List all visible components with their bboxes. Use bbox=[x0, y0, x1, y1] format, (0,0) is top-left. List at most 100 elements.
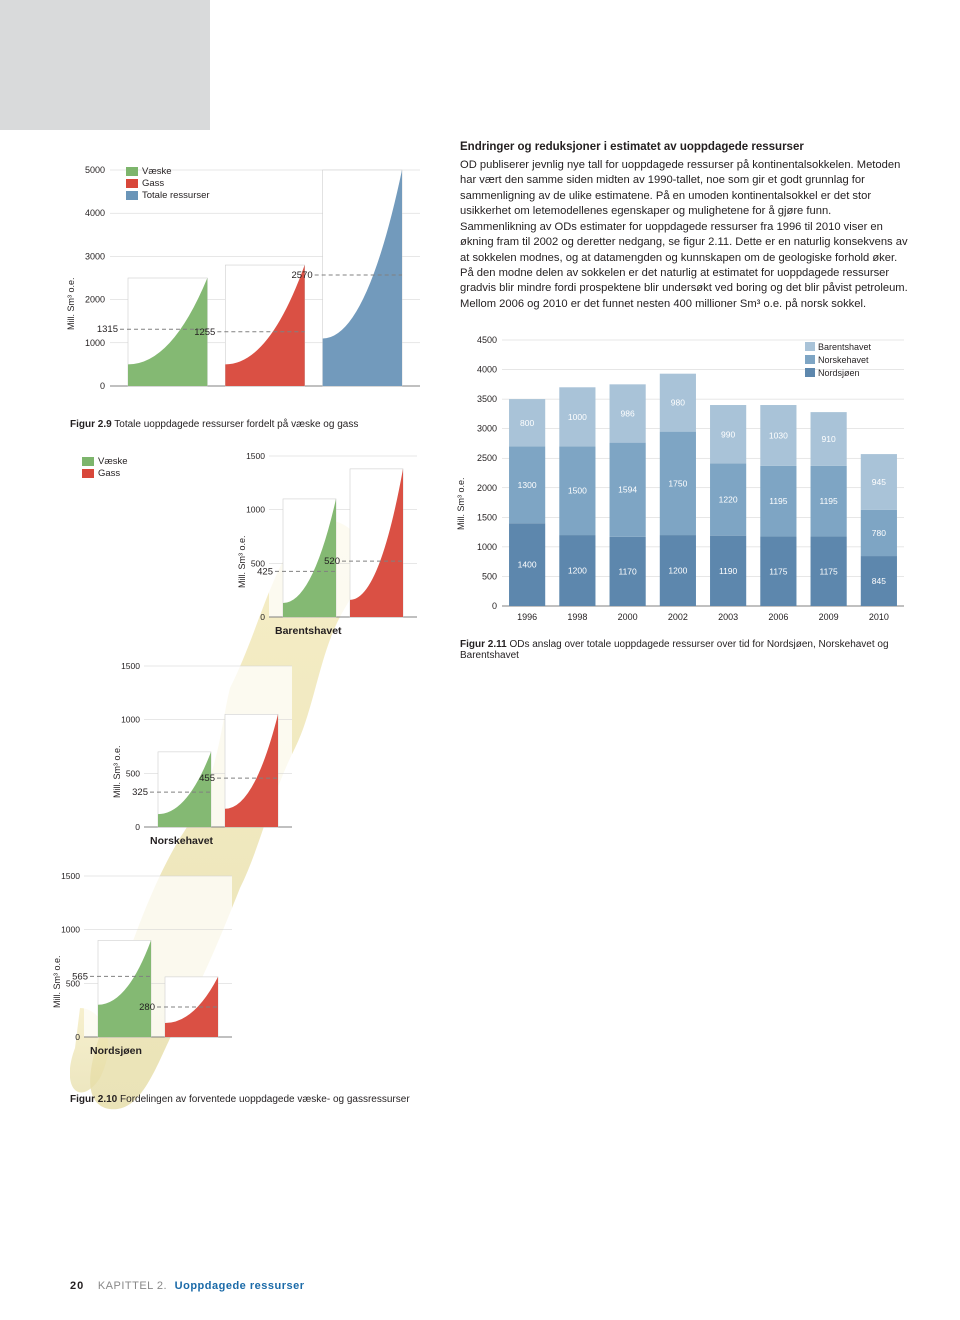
fig211-ylabel: Mill. Sm³ o.e. bbox=[456, 478, 466, 531]
svg-text:2570: 2570 bbox=[292, 270, 313, 281]
svg-text:2000: 2000 bbox=[618, 612, 638, 622]
legend-label: Gass bbox=[142, 178, 164, 189]
svg-text:2010: 2010 bbox=[869, 612, 889, 622]
legend-swatch-gass bbox=[126, 179, 138, 188]
svg-text:845: 845 bbox=[872, 576, 886, 586]
svg-text:800: 800 bbox=[520, 418, 534, 428]
svg-text:3000: 3000 bbox=[85, 251, 105, 261]
svg-text:910: 910 bbox=[822, 434, 836, 444]
svg-text:1030: 1030 bbox=[769, 431, 788, 441]
svg-text:1195: 1195 bbox=[769, 497, 788, 507]
svg-text:Norskehavet: Norskehavet bbox=[818, 355, 869, 365]
page-footer: 20 KAPITTEL 2. Uoppdagede ressurser bbox=[70, 1280, 305, 1292]
svg-text:1000: 1000 bbox=[85, 338, 105, 348]
svg-text:2500: 2500 bbox=[477, 454, 497, 464]
fig211-caption-rest: ODs anslag over totale uoppdagede ressur… bbox=[460, 639, 889, 661]
legend-label: Gass bbox=[98, 468, 120, 479]
svg-text:1175: 1175 bbox=[769, 567, 788, 577]
svg-text:945: 945 bbox=[872, 477, 886, 487]
chapter-title: Uoppdagede ressurser bbox=[175, 1280, 305, 1292]
svg-text:2003: 2003 bbox=[718, 612, 738, 622]
fig210-caption-prefix: Figur 2.10 bbox=[70, 1094, 117, 1105]
svg-text:325: 325 bbox=[132, 787, 148, 798]
svg-text:500: 500 bbox=[482, 572, 497, 582]
ylabel-barents: Mill. Sm³ o.e. bbox=[237, 535, 247, 588]
svg-text:1998: 1998 bbox=[567, 612, 587, 622]
svg-text:565: 565 bbox=[72, 971, 88, 982]
mini-barents: 050010001500425520Barentshavet Mill. Sm³… bbox=[235, 448, 425, 646]
mini-nord: 050010001500565280Nordsjøen Mill. Sm³ o.… bbox=[50, 868, 240, 1066]
svg-text:2000: 2000 bbox=[477, 483, 497, 493]
svg-text:990: 990 bbox=[721, 430, 735, 440]
svg-text:1000: 1000 bbox=[121, 715, 140, 725]
page-root: Væske Gass Totale ressurser 010002000300… bbox=[0, 0, 960, 1320]
svg-text:1400: 1400 bbox=[518, 560, 537, 570]
svg-text:Nordsjøen: Nordsjøen bbox=[818, 368, 860, 378]
legend-label: Totale ressurser bbox=[142, 190, 210, 201]
svg-text:1000: 1000 bbox=[246, 505, 265, 515]
svg-text:4500: 4500 bbox=[477, 335, 497, 345]
svg-text:980: 980 bbox=[671, 398, 685, 408]
fig210-caption-rest: Fordelingen av forventede uoppdagede væs… bbox=[117, 1094, 409, 1105]
fig29-ylabel: Mill. Sm³ o.e. bbox=[66, 277, 76, 330]
svg-text:1500: 1500 bbox=[121, 661, 140, 671]
fig29-caption-prefix: Figur 2.9 bbox=[70, 419, 112, 430]
left-column: Væske Gass Totale ressurser 010002000300… bbox=[70, 160, 430, 1148]
svg-text:1220: 1220 bbox=[719, 495, 738, 505]
svg-text:1255: 1255 bbox=[194, 327, 215, 338]
svg-text:1175: 1175 bbox=[819, 567, 838, 577]
svg-text:1500: 1500 bbox=[61, 871, 80, 881]
legend-label: Væske bbox=[98, 456, 128, 467]
svg-text:3000: 3000 bbox=[477, 424, 497, 434]
svg-text:Barentshavet: Barentshavet bbox=[275, 625, 342, 637]
svg-text:0: 0 bbox=[75, 1032, 80, 1042]
svg-text:1170: 1170 bbox=[618, 567, 637, 577]
svg-text:2002: 2002 bbox=[668, 612, 688, 622]
body-text: Endringer og reduksjoner i estimatet av … bbox=[460, 140, 910, 312]
svg-text:Barentshavet: Barentshavet bbox=[818, 342, 872, 352]
body-paragraph: OD publiserer jevnlig nye tall for uoppd… bbox=[460, 158, 910, 313]
svg-text:500: 500 bbox=[126, 768, 140, 778]
fig29-caption-rest: Totale uoppdagede ressurser fordelt på v… bbox=[112, 419, 359, 430]
mini-barents-svg: 050010001500425520Barentshavet bbox=[235, 448, 425, 643]
fig29-legend: Væske Gass Totale ressurser bbox=[126, 166, 210, 202]
svg-text:1996: 1996 bbox=[517, 612, 537, 622]
svg-text:0: 0 bbox=[260, 612, 265, 622]
svg-text:1190: 1190 bbox=[719, 566, 738, 576]
legend-swatch-gass bbox=[82, 469, 94, 478]
right-column: Endringer og reduksjoner i estimatet av … bbox=[460, 140, 910, 661]
fig211-svg: 0500100015002000250030003500400045001400… bbox=[460, 330, 910, 630]
svg-text:0: 0 bbox=[492, 601, 497, 611]
svg-text:Nordsjøen: Nordsjøen bbox=[90, 1045, 142, 1057]
svg-text:4000: 4000 bbox=[85, 208, 105, 218]
svg-text:0: 0 bbox=[135, 822, 140, 832]
fig211-caption: Figur 2.11 ODs anslag over totale uoppda… bbox=[460, 639, 910, 661]
svg-text:0: 0 bbox=[100, 381, 105, 391]
svg-text:1750: 1750 bbox=[668, 479, 687, 489]
fig211-caption-prefix: Figur 2.11 bbox=[460, 639, 507, 650]
svg-text:986: 986 bbox=[621, 409, 635, 419]
body-heading: Endringer og reduksjoner i estimatet av … bbox=[460, 140, 910, 156]
svg-text:1200: 1200 bbox=[668, 566, 687, 576]
svg-text:2009: 2009 bbox=[819, 612, 839, 622]
fig210-caption: Figur 2.10 Fordelingen av forventede uop… bbox=[70, 1094, 410, 1105]
mini-norske: 050010001500325455Norskehavet Mill. Sm³ … bbox=[110, 658, 300, 856]
svg-text:3500: 3500 bbox=[477, 395, 497, 405]
header-grey-block bbox=[0, 0, 210, 130]
page-number: 20 bbox=[70, 1280, 84, 1292]
svg-text:1315: 1315 bbox=[97, 324, 118, 335]
svg-text:1594: 1594 bbox=[618, 485, 637, 495]
legend-label: Væske bbox=[142, 166, 172, 177]
chapter-label: KAPITTEL 2. bbox=[98, 1280, 167, 1292]
svg-text:520: 520 bbox=[324, 556, 340, 567]
mini-norske-svg: 050010001500325455Norskehavet bbox=[110, 658, 300, 853]
svg-text:4000: 4000 bbox=[477, 365, 497, 375]
fig29-svg: 010002000300040005000131512552570 bbox=[70, 160, 430, 410]
fig-2-10: Væske Gass 050010001500425520Barentshave… bbox=[70, 448, 430, 1148]
mini-nord-svg: 050010001500565280Nordsjøen bbox=[50, 868, 240, 1063]
svg-text:280: 280 bbox=[139, 1002, 155, 1013]
svg-text:1195: 1195 bbox=[819, 497, 838, 507]
svg-text:1500: 1500 bbox=[477, 513, 497, 523]
svg-text:1500: 1500 bbox=[246, 451, 265, 461]
legend-swatch-vaeske bbox=[126, 167, 138, 176]
